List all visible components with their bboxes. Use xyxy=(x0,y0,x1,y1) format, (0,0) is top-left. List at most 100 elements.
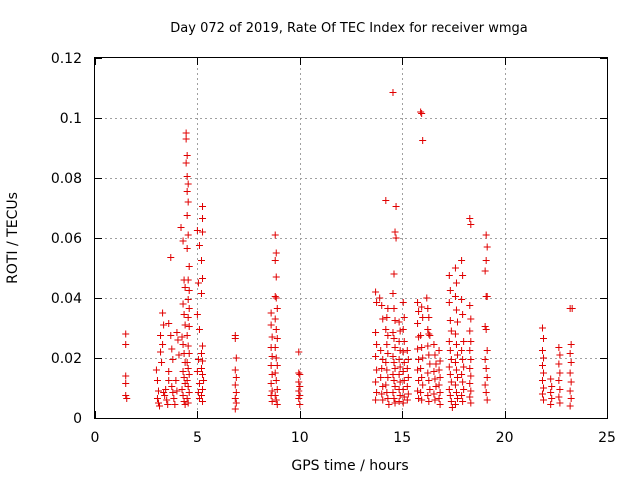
data-point xyxy=(567,341,575,348)
data-point xyxy=(390,335,398,342)
data-point xyxy=(231,381,239,389)
data-point xyxy=(432,360,440,368)
data-point xyxy=(538,324,546,332)
data-point xyxy=(158,359,166,366)
data-point xyxy=(372,353,380,360)
data-point xyxy=(182,159,190,167)
data-point xyxy=(385,401,393,408)
data-point xyxy=(395,356,403,363)
data-point xyxy=(445,272,453,279)
data-point xyxy=(174,336,182,344)
data-point xyxy=(382,326,390,333)
data-point xyxy=(156,402,164,410)
data-point xyxy=(123,395,131,402)
data-point xyxy=(122,372,130,380)
data-point xyxy=(389,389,397,396)
data-point xyxy=(165,377,173,384)
data-point xyxy=(452,306,460,314)
data-point xyxy=(267,321,275,329)
data-point xyxy=(426,360,434,368)
data-point xyxy=(481,381,489,389)
data-point xyxy=(184,198,192,206)
data-point xyxy=(566,350,574,357)
data-point xyxy=(183,173,191,180)
data-point xyxy=(436,401,444,408)
data-point xyxy=(390,305,398,312)
data-point xyxy=(181,284,189,291)
data-point xyxy=(271,257,279,264)
data-point xyxy=(181,321,189,329)
data-point xyxy=(431,396,439,404)
data-point xyxy=(194,279,202,287)
data-point xyxy=(555,344,563,351)
data-point xyxy=(566,387,574,395)
data-point xyxy=(481,323,489,330)
data-point xyxy=(466,302,474,309)
data-point xyxy=(453,351,461,359)
data-point xyxy=(171,401,179,408)
data-point xyxy=(384,374,392,381)
data-point xyxy=(391,399,399,407)
data-point xyxy=(481,267,489,275)
data-point xyxy=(548,395,556,402)
data-point xyxy=(231,335,239,342)
data-point xyxy=(568,305,576,312)
data-point xyxy=(384,395,392,402)
data-point xyxy=(232,354,240,362)
data-point xyxy=(414,299,422,306)
data-point xyxy=(199,371,207,378)
data-point xyxy=(547,375,555,383)
data-point xyxy=(183,377,191,384)
data-point xyxy=(445,386,453,393)
data-point xyxy=(403,365,411,372)
data-point xyxy=(538,390,546,398)
data-point xyxy=(184,342,192,350)
data-point xyxy=(452,389,460,396)
data-point xyxy=(482,231,490,239)
data-point xyxy=(425,377,433,384)
data-point xyxy=(183,332,191,339)
data-point xyxy=(396,378,404,386)
data-point xyxy=(184,314,192,321)
data-point xyxy=(424,369,432,377)
data-point xyxy=(448,404,456,411)
data-point xyxy=(445,338,453,345)
data-point xyxy=(458,392,466,399)
data-point xyxy=(376,294,384,302)
data-point xyxy=(373,366,381,374)
data-point xyxy=(436,389,444,396)
data-point xyxy=(399,348,407,356)
data-point xyxy=(170,395,178,402)
data-point xyxy=(556,369,564,377)
data-point xyxy=(392,203,400,210)
data-point xyxy=(451,293,459,300)
data-point xyxy=(185,323,193,330)
data-point xyxy=(185,371,193,378)
data-point xyxy=(295,395,303,402)
data-point xyxy=(451,401,459,408)
data-point xyxy=(195,380,203,387)
y-tick-label: 0.04 xyxy=(51,291,82,307)
data-point xyxy=(467,387,475,395)
data-point xyxy=(446,392,454,399)
data-point xyxy=(424,305,432,312)
data-point xyxy=(396,327,404,335)
x-axis-label: GPS time / hours xyxy=(291,458,408,474)
data-point xyxy=(395,398,403,405)
data-point xyxy=(379,396,387,404)
data-point xyxy=(540,396,548,404)
data-point xyxy=(483,347,491,354)
data-point xyxy=(272,294,280,302)
data-point xyxy=(232,389,240,396)
data-point xyxy=(447,327,455,335)
data-point xyxy=(273,305,281,312)
data-point xyxy=(268,371,276,378)
data-point xyxy=(446,317,454,324)
data-point xyxy=(295,369,303,377)
data-point xyxy=(154,399,162,407)
data-point xyxy=(179,392,187,399)
data-point xyxy=(446,287,454,294)
data-point xyxy=(180,398,188,405)
data-point xyxy=(395,318,403,326)
